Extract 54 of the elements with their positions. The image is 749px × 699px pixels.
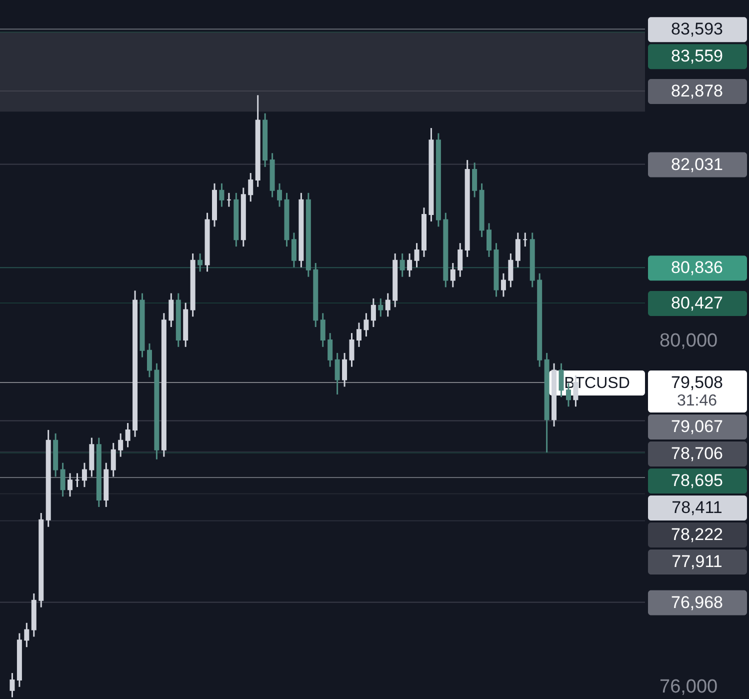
candlestick	[378, 298, 384, 318]
candlestick	[219, 182, 224, 208]
candlestick	[168, 292, 174, 328]
candlestick	[458, 242, 463, 278]
candlestick	[364, 312, 369, 338]
ref-line-label: 78,695	[671, 471, 723, 490]
candlestick	[558, 362, 564, 398]
candlestick	[500, 272, 506, 298]
y-tick-label: 80,000	[660, 330, 718, 352]
candlestick	[68, 472, 73, 498]
ref-line-label: 83,593	[671, 20, 723, 39]
candlestick	[248, 172, 254, 202]
candlestick	[198, 252, 203, 272]
ref-line-label: 79,067	[671, 417, 723, 436]
candlestick	[110, 442, 116, 478]
candlestick	[400, 252, 405, 278]
ref-line-label: 82,031	[671, 154, 723, 174]
candlestick	[407, 252, 412, 278]
candlestick	[370, 298, 376, 328]
annotation: BTCUSD	[564, 375, 630, 392]
ref-line-label: 82,878	[671, 82, 723, 101]
candlestick	[328, 332, 333, 368]
ref-line-label: 83,559	[671, 46, 723, 66]
candlestick	[450, 262, 456, 288]
candlestick	[486, 222, 492, 258]
candlestick	[82, 462, 87, 488]
ref-line-label: 79,508	[671, 373, 723, 392]
ref-line-label: 80,836	[671, 258, 723, 278]
candlestick	[320, 312, 326, 348]
candlestick	[508, 252, 514, 288]
candlestick	[472, 162, 478, 198]
ref-line-label: 78,411	[672, 498, 722, 518]
text: 31:46	[676, 392, 718, 410]
candlestick	[146, 342, 152, 378]
ref-line-label: 77,911	[672, 552, 722, 572]
ref-line-label: 78,706	[671, 444, 723, 464]
candlestick	[342, 352, 348, 388]
candlestick	[10, 672, 15, 698]
candlestick	[125, 422, 130, 448]
candlestick	[385, 292, 390, 318]
candlestick	[60, 462, 66, 498]
candlestick	[515, 232, 520, 268]
candlestick	[356, 322, 362, 348]
ref-line-label: 76,968	[671, 592, 723, 612]
candlestick	[118, 432, 124, 458]
candlestick	[24, 622, 30, 648]
y-tick-label: 76,000	[660, 676, 718, 698]
candlestick	[349, 332, 354, 368]
candlestick	[414, 242, 420, 268]
candlestick	[277, 182, 282, 208]
ref-line-label: 78,222	[671, 525, 723, 544]
candlestick	[291, 232, 296, 268]
ref-line-label: 80,427	[671, 294, 723, 313]
candlestick	[334, 352, 340, 396]
